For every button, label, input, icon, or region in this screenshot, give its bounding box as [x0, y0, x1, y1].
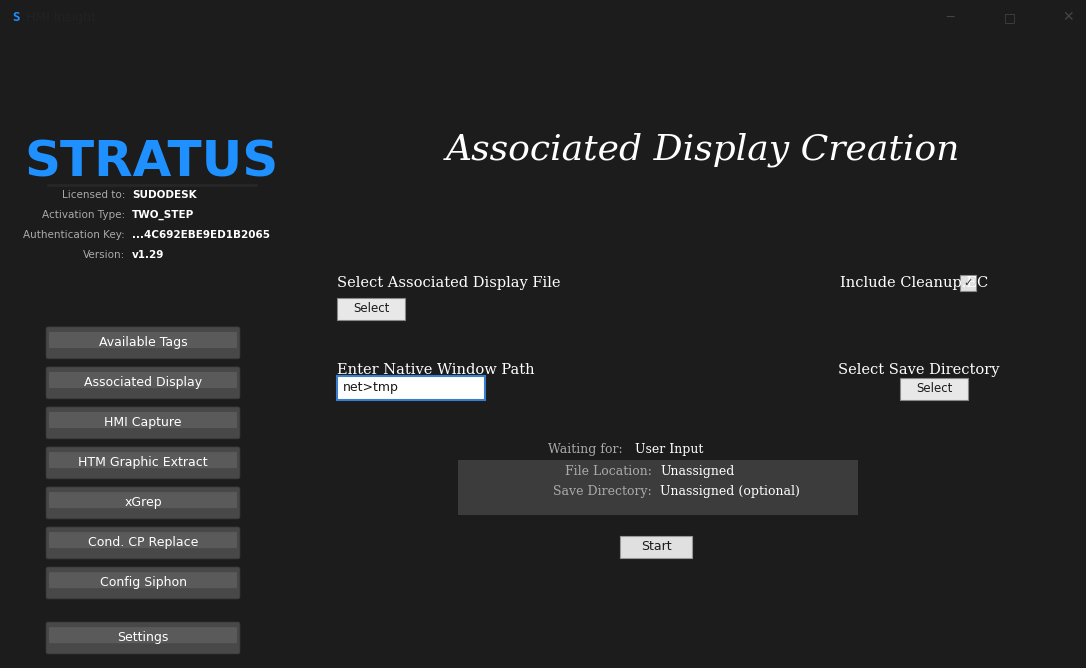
- Text: ✓: ✓: [963, 278, 973, 288]
- Text: Unassigned (optional): Unassigned (optional): [660, 486, 800, 498]
- Text: File Location:: File Location:: [565, 466, 652, 478]
- Text: Available Tags: Available Tags: [99, 337, 187, 349]
- FancyBboxPatch shape: [49, 332, 237, 348]
- FancyBboxPatch shape: [46, 527, 240, 559]
- Text: Cond. CP Replace: Cond. CP Replace: [88, 536, 198, 550]
- Text: HMI Capture: HMI Capture: [104, 416, 181, 430]
- Bar: [337, 376, 485, 400]
- Text: ✕: ✕: [1062, 11, 1074, 24]
- FancyBboxPatch shape: [49, 452, 237, 468]
- Text: Select Associated Display File: Select Associated Display File: [337, 276, 560, 290]
- FancyBboxPatch shape: [49, 412, 237, 428]
- Text: □: □: [1005, 11, 1015, 24]
- Text: Associated Display Creation: Associated Display Creation: [446, 132, 960, 167]
- Text: ...4C692EBE9ED1B2065: ...4C692EBE9ED1B2065: [132, 230, 270, 240]
- Text: HMI Insight: HMI Insight: [26, 11, 96, 24]
- Text: Save Directory:: Save Directory:: [553, 486, 652, 498]
- Text: Waiting for:: Waiting for:: [548, 444, 623, 456]
- Text: xGrep: xGrep: [124, 496, 162, 510]
- FancyBboxPatch shape: [46, 567, 240, 599]
- FancyBboxPatch shape: [49, 627, 237, 643]
- FancyBboxPatch shape: [46, 447, 240, 479]
- FancyBboxPatch shape: [49, 372, 237, 388]
- FancyBboxPatch shape: [46, 367, 240, 399]
- FancyBboxPatch shape: [49, 572, 237, 588]
- Text: Start: Start: [641, 540, 671, 554]
- Text: Unassigned: Unassigned: [660, 466, 734, 478]
- Text: Licensed to:: Licensed to:: [62, 190, 125, 200]
- Text: net>tmp: net>tmp: [343, 381, 399, 394]
- Text: TWO_STEP: TWO_STEP: [132, 210, 194, 220]
- Text: Select Save Directory: Select Save Directory: [838, 363, 999, 377]
- FancyBboxPatch shape: [46, 327, 240, 359]
- Text: Associated Display: Associated Display: [84, 376, 202, 389]
- Text: Enter Native Window Path: Enter Native Window Path: [337, 363, 534, 377]
- Text: ─: ─: [946, 11, 954, 24]
- Text: Version:: Version:: [83, 250, 125, 260]
- Text: Settings: Settings: [117, 631, 168, 645]
- Bar: [960, 275, 976, 291]
- Text: Include Cleanup.EC: Include Cleanup.EC: [839, 276, 988, 290]
- Text: S: S: [12, 11, 20, 24]
- FancyBboxPatch shape: [49, 492, 237, 508]
- Text: SUDODESK: SUDODESK: [132, 190, 197, 200]
- Bar: [458, 460, 858, 515]
- FancyBboxPatch shape: [46, 407, 240, 439]
- FancyBboxPatch shape: [337, 298, 405, 320]
- Text: Activation Type:: Activation Type:: [42, 210, 125, 220]
- FancyBboxPatch shape: [49, 532, 237, 548]
- Text: HTM Graphic Extract: HTM Graphic Extract: [78, 456, 207, 470]
- FancyBboxPatch shape: [900, 378, 968, 400]
- Text: Config Siphon: Config Siphon: [100, 576, 187, 589]
- Text: User Input: User Input: [635, 444, 704, 456]
- Text: Select: Select: [915, 382, 952, 395]
- FancyBboxPatch shape: [46, 487, 240, 519]
- Text: Authentication Key:: Authentication Key:: [23, 230, 125, 240]
- Text: Select: Select: [353, 303, 389, 315]
- Text: STRATUS: STRATUS: [25, 139, 279, 187]
- FancyBboxPatch shape: [46, 622, 240, 654]
- Bar: [620, 536, 692, 558]
- Text: v1.29: v1.29: [132, 250, 164, 260]
